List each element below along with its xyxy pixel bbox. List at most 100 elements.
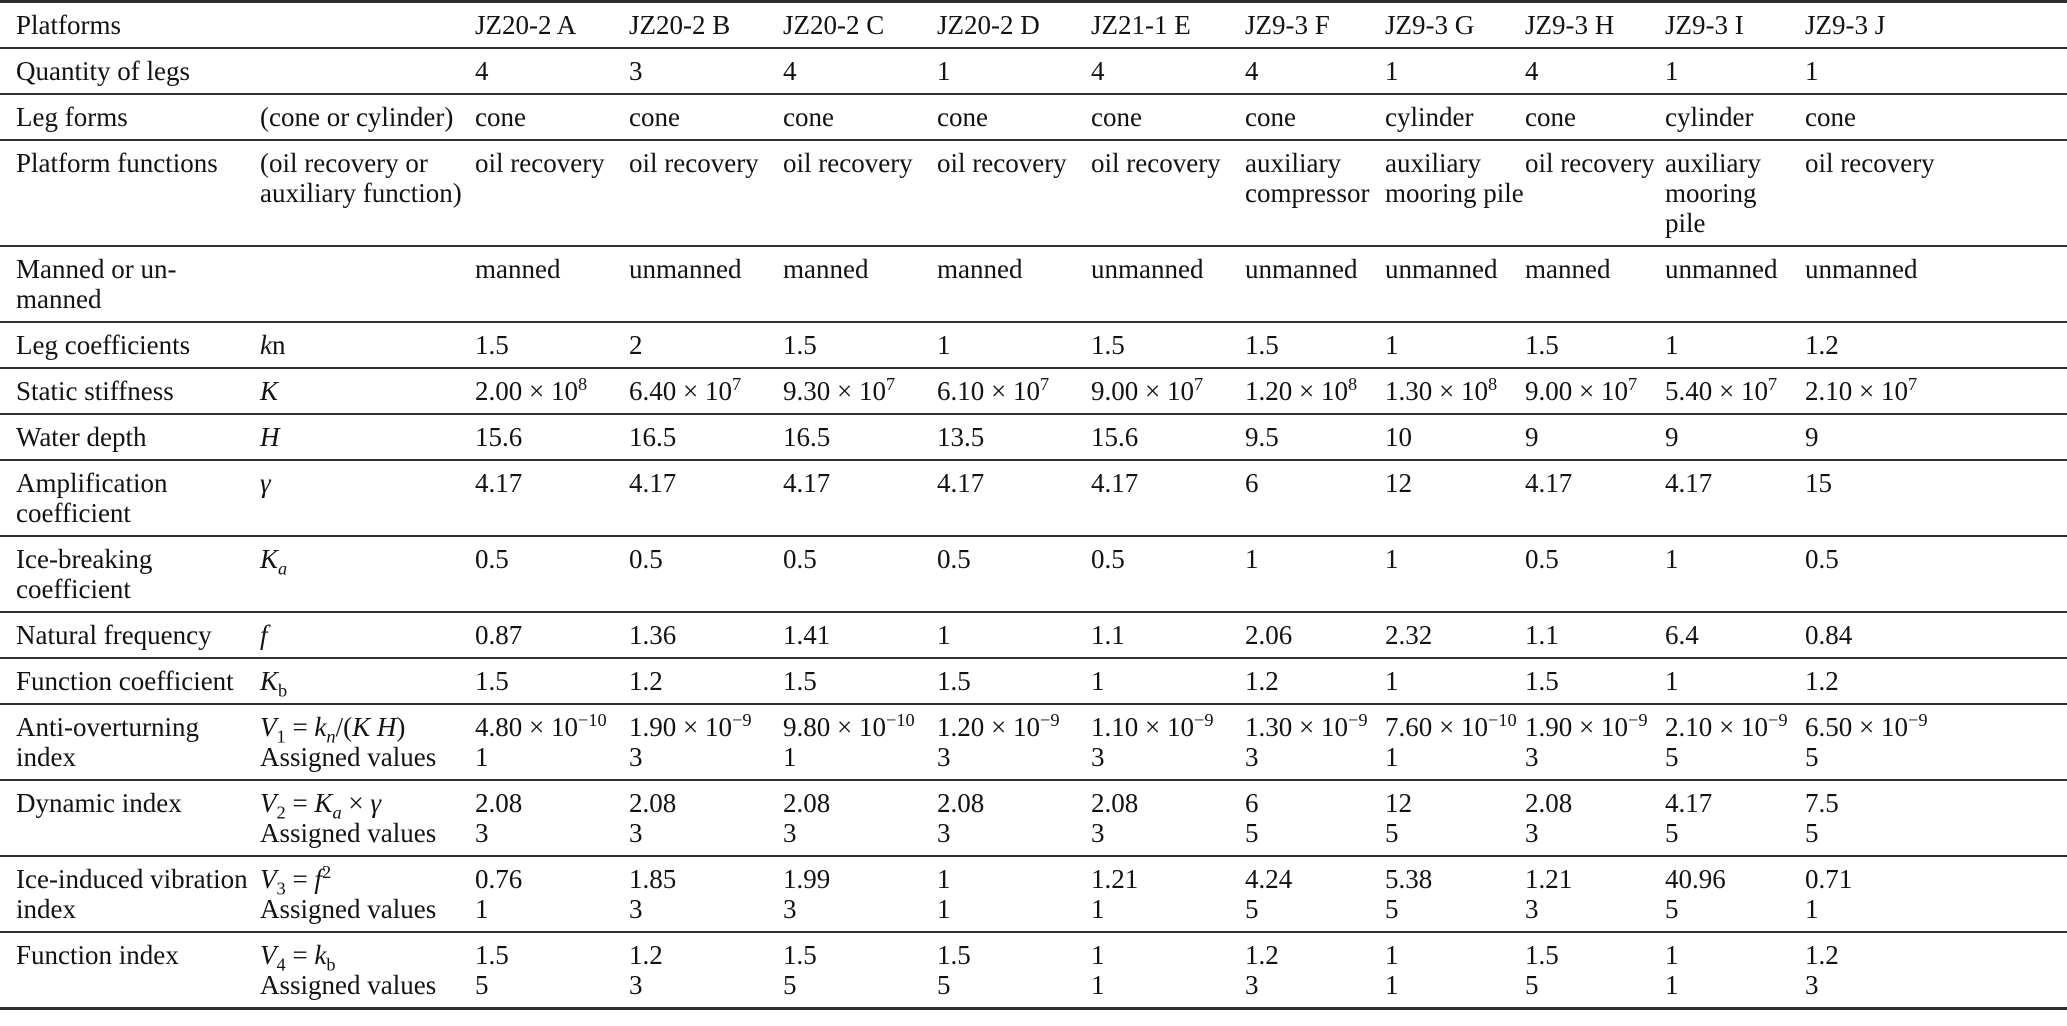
table-cell: manned (783, 254, 869, 284)
table-cell: oil recovery (1525, 148, 1655, 178)
table-cell: 1.2 3 (1245, 940, 1279, 1000)
table-cell: 1.85 3 (629, 864, 677, 924)
table-cell: 1.30 × 10−9 3 (1245, 710, 1368, 772)
table-row-water-depth: Water depth H 15.6 16.5 16.5 13.5 15.6 9.5 10 9 9 9 (0, 414, 2067, 460)
table-cell: 4 (783, 56, 797, 86)
table-cell: 9 (1805, 422, 1819, 452)
row-label: Static stiffness (16, 376, 174, 406)
row-label: Ice-breaking coefficient (16, 544, 153, 604)
table-cell: 1.5 (475, 666, 509, 696)
table-row-anti-overturning-index: Anti-overturning index V1 = kn/(K H) Assign… (0, 704, 2067, 780)
table-cell: 0.5 (475, 544, 509, 574)
table-cell: 1 (1665, 666, 1679, 696)
table-row-static-stiffness: Static stiffness K 2.00 × 108 6.40 × 107 9.3… (0, 368, 2067, 414)
row-symbol: γ (260, 468, 271, 498)
row-symbol: V3 = f2 Assigned values (260, 862, 437, 924)
table-cell: 4 (1245, 56, 1259, 86)
table-cell: 1.99 3 (783, 864, 831, 924)
table-cell: 0.71 1 (1805, 864, 1853, 924)
table-cell: 1.90 × 10−9 3 (629, 710, 752, 772)
table-cell: 2.08 3 (937, 788, 985, 848)
table-cell: 1.5 (937, 666, 971, 696)
table-cell: 15.6 (475, 422, 523, 452)
table-cell: 1.2 3 (629, 940, 663, 1000)
table-cell: 16.5 (783, 422, 831, 452)
table-cell: cone (783, 102, 834, 132)
row-label: Function coefficient (16, 666, 234, 696)
table-cell: oil recovery (475, 148, 605, 178)
table-row-ice-breaking-coefficient: Ice-breaking coefficient Ka 0.5 0.5 0.5 0.5 0.5… (0, 536, 2067, 612)
table-cell: 1.20 × 108 (1245, 374, 1358, 406)
table-cell: 2.08 3 (629, 788, 677, 848)
table-cell: cone (629, 102, 680, 132)
table-cell: 6.10 × 107 (937, 374, 1050, 406)
table-cell: 1.5 5 (783, 940, 817, 1000)
table-row-ice-induced-vibration-index: Ice-induced vibration index V3 = f2 Assigne… (0, 856, 2067, 932)
table-cell: 0.84 (1805, 620, 1853, 650)
table-cell: 4.17 (783, 468, 831, 498)
table-cell: cylinder (1665, 102, 1754, 132)
table-cell: cone (475, 102, 526, 132)
row-symbol: Ka (260, 544, 288, 579)
table-cell: 10 (1385, 422, 1412, 452)
table-cell: 1.5 5 (937, 940, 971, 1000)
table-cell: 2.08 3 (1091, 788, 1139, 848)
table-cell: 4.17 (937, 468, 985, 498)
table-cell: 2.00 × 108 (475, 374, 588, 406)
table-cell: 4.17 5 (1665, 788, 1713, 848)
table-cell: manned (475, 254, 561, 284)
table-cell: 4.80 × 10−10 1 (475, 710, 607, 772)
table-cell: 2.08 3 (1525, 788, 1573, 848)
table-cell: 0.5 (629, 544, 663, 574)
table-cell: unmanned (1665, 254, 1778, 284)
table-row-quantity-of-legs: Quantity of legs 4 3 4 1 4 4 1 4 1 1 (0, 48, 2067, 94)
table-cell: 1.5 (475, 330, 509, 360)
table-row-leg-forms: Leg forms (cone or cylinder) cone cone cone c… (0, 94, 2067, 140)
table-cell: 6 (1245, 468, 1259, 498)
table-cell: 4 (1091, 56, 1105, 86)
table-cell: 2.32 (1385, 620, 1433, 650)
table-cell: 1.36 (629, 620, 677, 650)
table-cell: 7.60 × 10−10 1 (1385, 710, 1517, 772)
table-cell: 1.90 × 10−9 3 (1525, 710, 1648, 772)
table-cell: 1 (1665, 56, 1679, 86)
row-symbol (260, 246, 475, 322)
table-cell: 15.6 (1091, 422, 1139, 452)
table-cell: 2.10 × 10−9 5 (1665, 710, 1788, 772)
table-cell: 1 (1385, 56, 1399, 86)
row-symbol: kn (260, 330, 286, 360)
row-symbol: Kb (260, 666, 288, 701)
row-label: Natural frequency (16, 620, 212, 650)
table-cell: 5.40 × 107 (1665, 374, 1778, 406)
table-cell: cone (937, 102, 988, 132)
table-cell: 1.30 × 108 (1385, 374, 1498, 406)
table-cell: 0.5 (1091, 544, 1125, 574)
row-label: Platform functions (16, 148, 218, 178)
table-cell: 4 (1525, 56, 1539, 86)
row-label: Manned or un-manned (16, 254, 177, 314)
table-cell: manned (1525, 254, 1611, 284)
table-cell: 0.76 1 (475, 864, 523, 924)
table-cell: 1.5 (1525, 330, 1559, 360)
table-cell: 0.87 (475, 620, 523, 650)
column-header: JZ9-3 F (1245, 10, 1330, 40)
table-cell: 1.21 1 (1091, 864, 1139, 924)
row-label: Anti-overturning index (16, 712, 199, 772)
table-cell: 9.00 × 107 (1525, 374, 1638, 406)
row-symbol: V1 = kn/(K H) Assigned values (260, 712, 437, 772)
table-cell: 1 (1665, 330, 1679, 360)
row-label: Quantity of legs (16, 56, 190, 86)
table-cell: 9.5 (1245, 422, 1279, 452)
table-cell: 2.08 3 (475, 788, 523, 848)
table-row-dynamic-index: Dynamic index V2 = Ka × γ Assigned values 2… (0, 780, 2067, 856)
table-cell: 1.5 5 (475, 940, 509, 1000)
column-header: JZ20-2 D (937, 10, 1040, 40)
table-cell: 2 (629, 330, 643, 360)
table-cell: 2.08 3 (783, 788, 831, 848)
table-cell: 1 (937, 620, 951, 650)
